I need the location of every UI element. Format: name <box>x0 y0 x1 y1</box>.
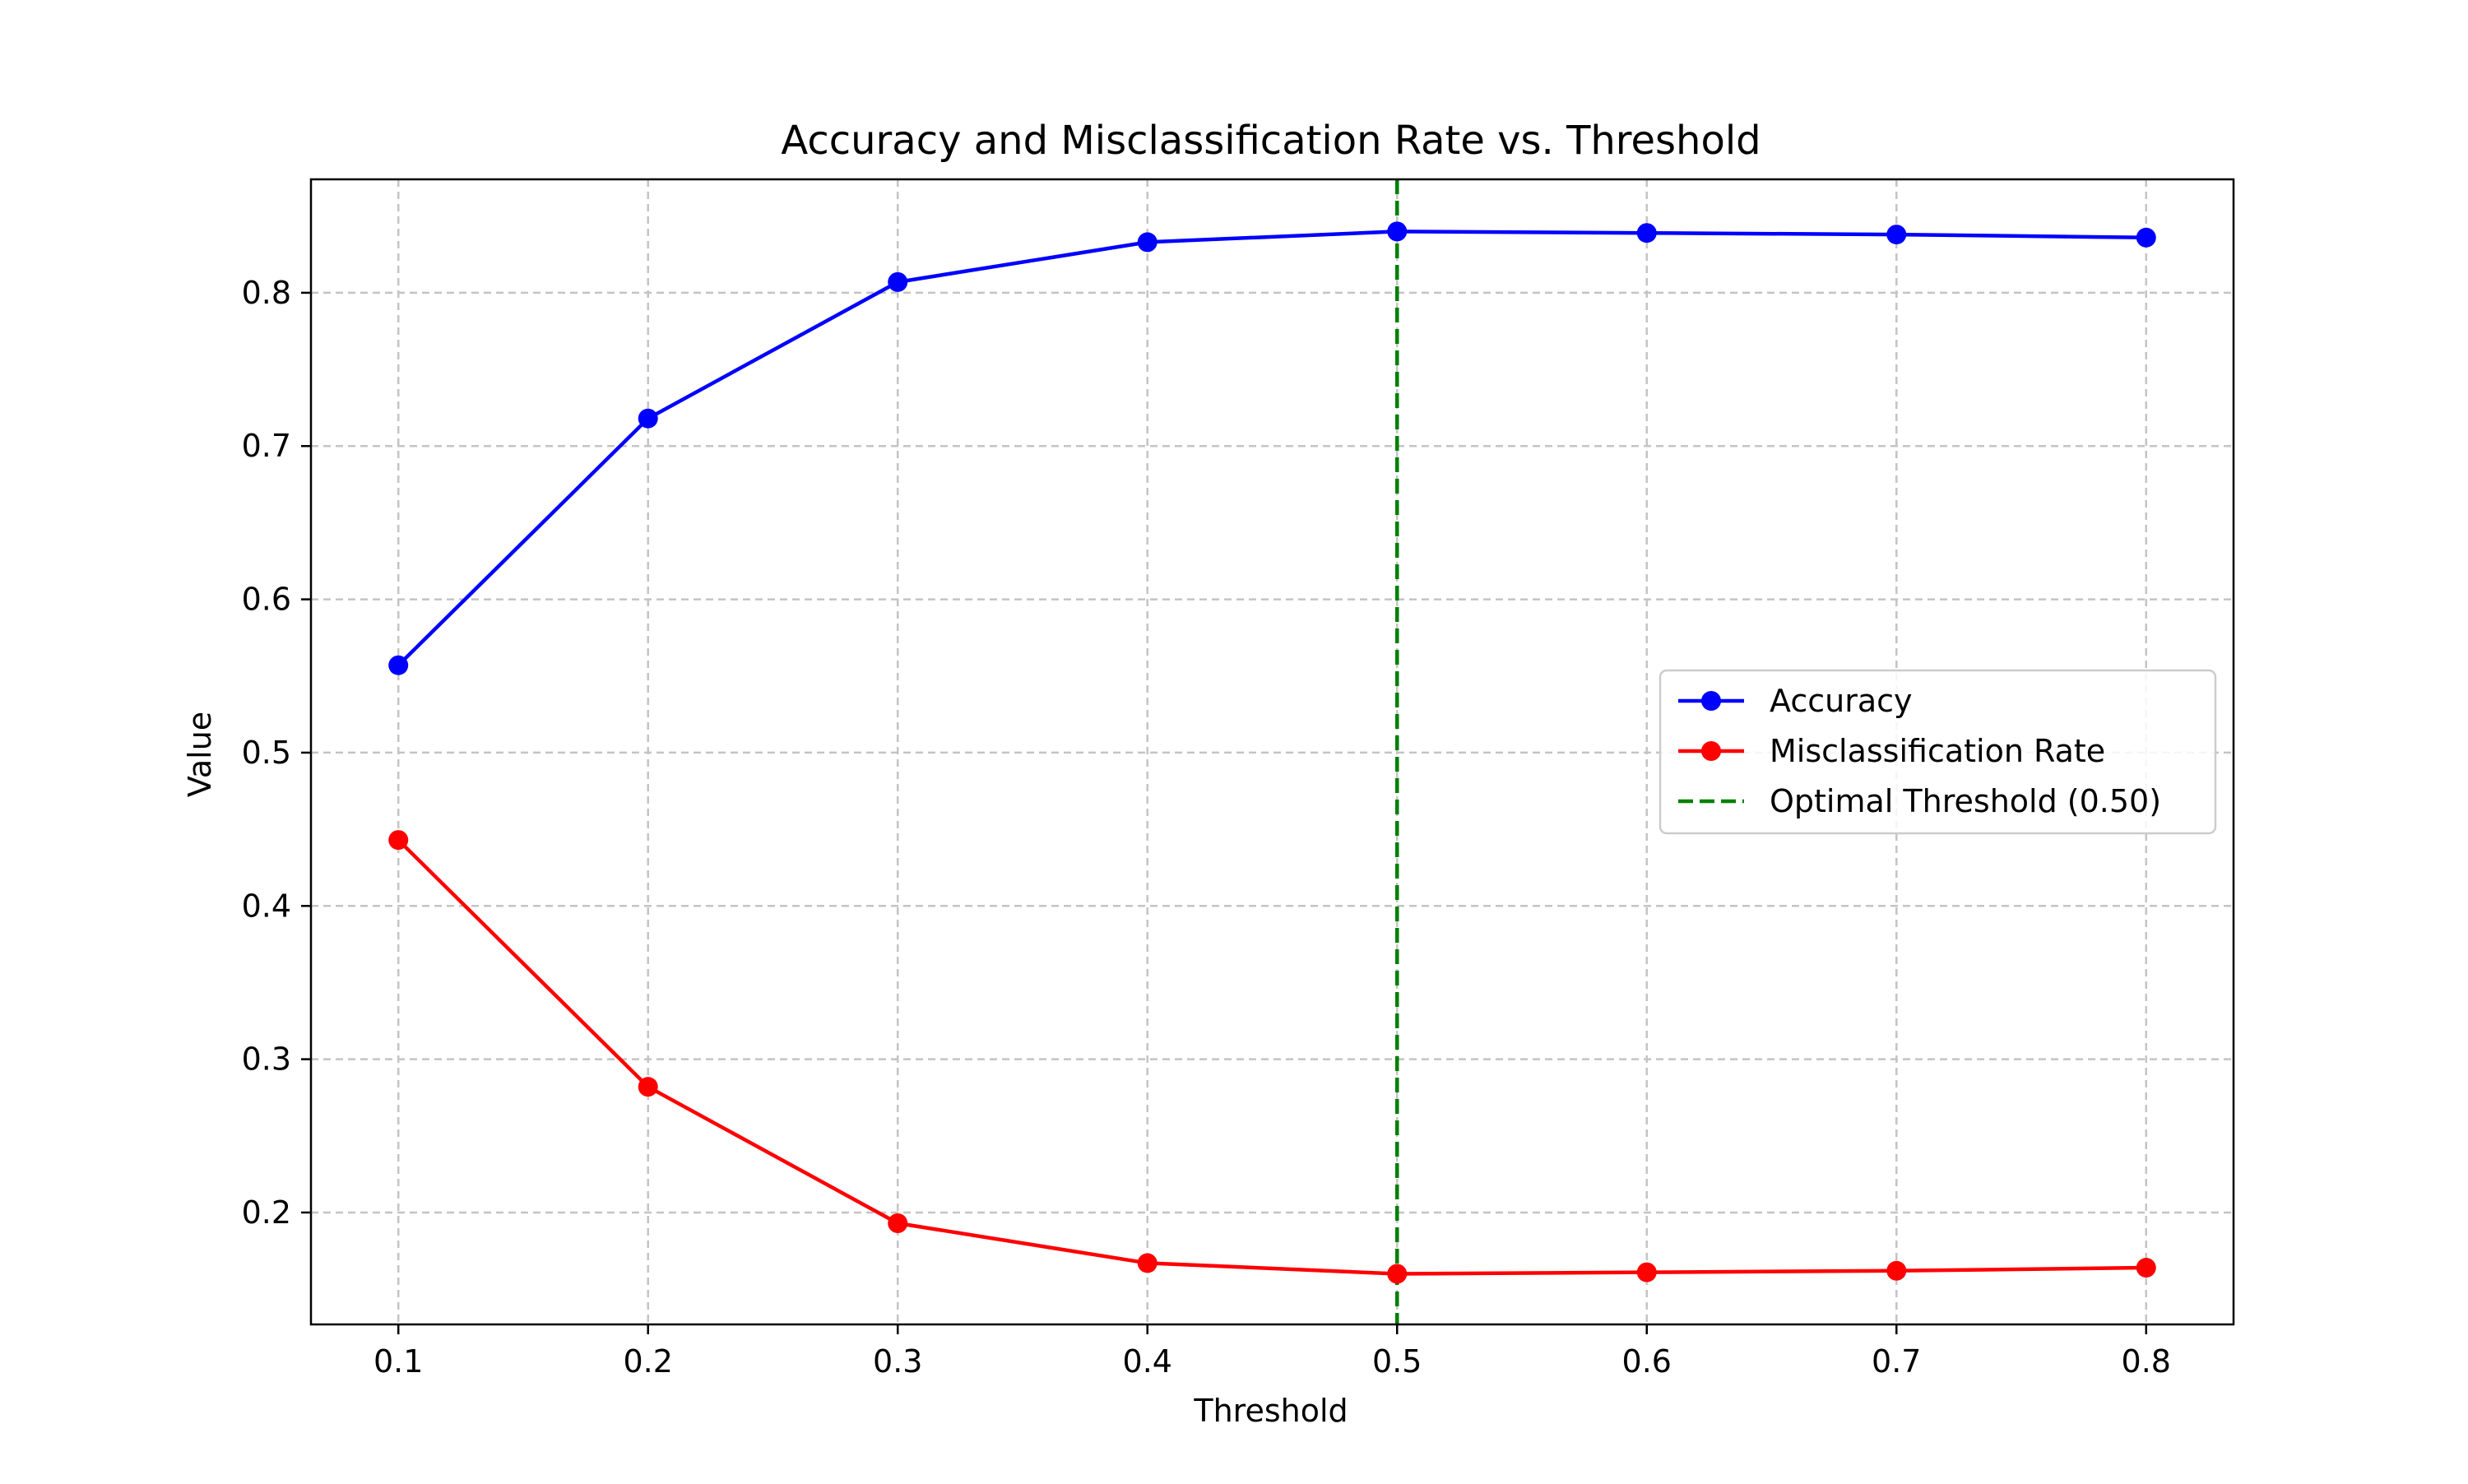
y-tick-label: 0.6 <box>242 582 291 618</box>
x-axis-label: Threshold <box>1193 1393 1348 1429</box>
legend-label-misclassification: Misclassification Rate <box>1770 733 2105 769</box>
misclassification-data-point <box>388 830 409 851</box>
misclassification-data-point <box>1387 1264 1408 1284</box>
series-layer <box>388 221 2156 1284</box>
y-tick-label: 0.8 <box>242 275 291 311</box>
y-axis-label: Value <box>182 712 218 797</box>
misclassification-series-line <box>397 838 2146 1276</box>
y-tick-label: 0.7 <box>242 428 291 464</box>
y-tick-label: 0.2 <box>242 1194 291 1231</box>
legend-box <box>1658 669 2217 835</box>
x-tick-label: 0.8 <box>2122 1343 2171 1380</box>
accuracy-data-point <box>1886 225 1907 245</box>
x-tick-label: 0.2 <box>624 1343 673 1380</box>
misclassification-data-point <box>1137 1253 1157 1273</box>
legend-marker-misclassification <box>1701 741 1721 761</box>
x-tick-label: 0.5 <box>1372 1343 1422 1380</box>
legend-label-optimal-threshold: Optimal Threshold (0.50) <box>1770 783 2161 819</box>
accuracy-series-line <box>397 230 2146 667</box>
accuracy-data-point <box>1137 232 1157 253</box>
accuracy-data-point <box>1636 223 1657 243</box>
misclassification-data-point <box>888 1213 908 1234</box>
y-tick-label: 0.4 <box>242 888 291 924</box>
y-tick-label: 0.5 <box>242 735 291 771</box>
grid-layer <box>311 179 2234 1324</box>
chart-title: Accuracy and Misclassification Rate vs. … <box>781 118 1761 164</box>
misclassification-data-point <box>638 1077 658 1097</box>
misclassification-data-point <box>1636 1262 1657 1282</box>
axes-layer: 0.1 0.2 0.3 0.4 0.5 0.6 0.7 0.8 0.2 0.3 0.4 0.5 0.6 0… <box>242 178 2235 1380</box>
x-tick-label: 0.4 <box>1123 1343 1172 1380</box>
accuracy-data-point <box>388 655 409 675</box>
misclassification-data-point <box>1886 1260 1907 1281</box>
x-tick-label: 0.7 <box>1872 1343 1921 1380</box>
x-tick-label: 0.6 <box>1622 1343 1672 1380</box>
x-tick-label: 0.1 <box>373 1343 423 1380</box>
legend-marker-accuracy <box>1701 691 1721 711</box>
accuracy-data-point <box>2136 227 2156 248</box>
accuracy-data-point <box>1387 221 1408 242</box>
legend: Accuracy Misclassification Rate Optimal Th… <box>1658 669 2217 835</box>
x-tick-label: 0.3 <box>873 1343 922 1380</box>
y-tick-label: 0.3 <box>242 1041 291 1078</box>
accuracy-data-point <box>888 271 908 292</box>
misclassification-data-point <box>2136 1258 2156 1278</box>
accuracy-data-point <box>638 408 658 429</box>
legend-label-accuracy: Accuracy <box>1770 683 1913 719</box>
